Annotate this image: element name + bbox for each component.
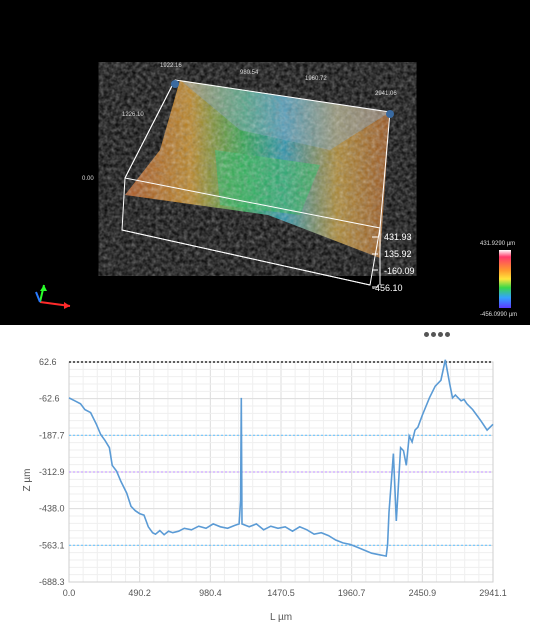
3d-viewer-panel[interactable]: 1922.16 980.54 1960.72 2941.06 1226.10 0… xyxy=(0,0,530,325)
x-tick-label: 0.0 xyxy=(63,588,76,598)
y-tick-label: -563.1 xyxy=(39,540,65,550)
y-axis-title: Z µm xyxy=(22,469,33,492)
x-axis-ticks: 0.0 490.2 980.4 1470.5 1960.7 2450.9 2941.1 xyxy=(63,588,507,598)
x-tick-label: 1470.5 xyxy=(267,588,295,598)
top-axis-label-2: 980.54 xyxy=(240,70,259,76)
z-scale-label-3: -160.09 xyxy=(384,266,415,276)
z-scale-label-1: 431.93 xyxy=(384,232,412,242)
y-tick-label: -312.9 xyxy=(39,467,65,477)
z-scale-label-2: 135.92 xyxy=(384,249,412,259)
axes-gizmo-icon xyxy=(35,284,71,309)
x-tick-label: 980.4 xyxy=(199,588,222,598)
3d-surface-view[interactable]: 1922.16 980.54 1960.72 2941.06 1226.10 0… xyxy=(0,0,530,325)
top-axis-label-3: 1960.72 xyxy=(305,76,327,82)
origin-label: 0.00 xyxy=(82,176,94,182)
y-tick-label: -187.7 xyxy=(39,430,65,440)
box-corner-handle-left[interactable] xyxy=(171,80,179,88)
y-tick-label: -688.3 xyxy=(39,577,65,587)
color-scale-max-label: 431.9290 µm xyxy=(480,241,515,247)
y-tick-label: -62.6 xyxy=(39,394,60,404)
x-tick-label: 490.2 xyxy=(128,588,151,598)
pager-dot[interactable] xyxy=(424,332,429,337)
profile-series-line xyxy=(68,359,494,558)
profile-chart: 62.6 -62.6 -187.7 -312.9 -438.0 -563.1 -688.3 … xyxy=(0,340,533,629)
y-tick-label: 62.6 xyxy=(39,357,57,367)
pager-dot[interactable] xyxy=(445,332,450,337)
pager-dot[interactable] xyxy=(438,332,443,337)
depth-axis-label: 1226.10 xyxy=(122,112,144,118)
z-scale-label-4: -456.10 xyxy=(372,283,403,293)
y-tick-label: -438.0 xyxy=(39,504,65,514)
color-scale-bar xyxy=(499,250,511,308)
top-axis-label-4: 2941.06 xyxy=(375,91,397,97)
pager-dot[interactable] xyxy=(431,332,436,337)
x-tick-label: 2941.1 xyxy=(479,588,507,598)
top-axis-label-1: 1922.16 xyxy=(160,63,182,69)
color-scale-min-label: -456.0990 µm xyxy=(480,312,517,318)
y-axis-ticks: 62.6 -62.6 -187.7 -312.9 -438.0 -563.1 -688.3 xyxy=(39,357,65,587)
x-axis-title: L µm xyxy=(270,612,292,623)
box-corner-handle-right[interactable] xyxy=(386,110,394,118)
profile-chart-svg: 62.6-62.6-187.7-312.9-438.0-563.1-688.3 … xyxy=(22,357,507,623)
pager-dots[interactable] xyxy=(424,324,452,337)
x-tick-label: 2450.9 xyxy=(409,588,437,598)
x-tick-label: 1960.7 xyxy=(338,588,366,598)
reference-lines xyxy=(69,361,493,546)
surface-mesh xyxy=(125,80,390,258)
